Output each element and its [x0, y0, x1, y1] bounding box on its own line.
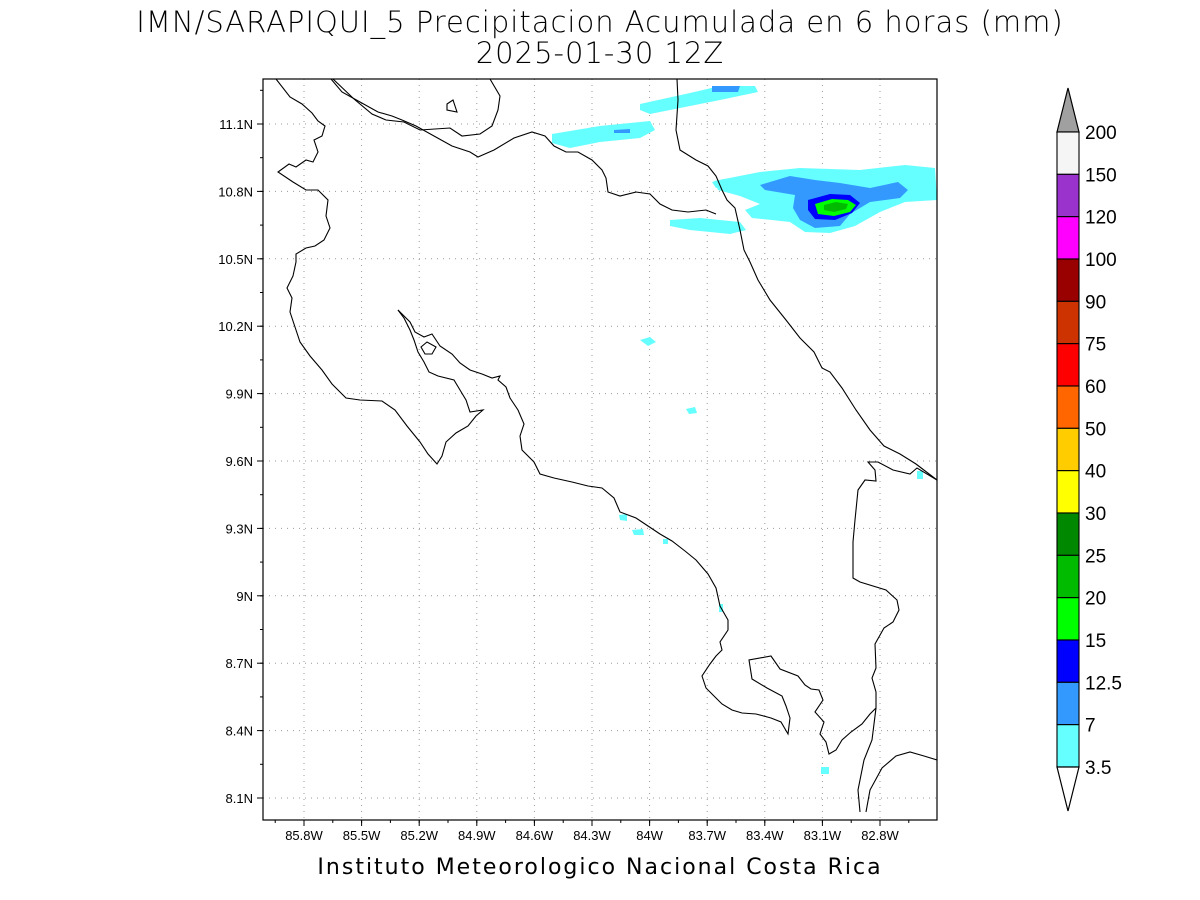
precip-area-3-5: [640, 86, 758, 114]
colorbar-label: 20: [1085, 589, 1106, 610]
longitude-axis: 85.8W 85.5W 85.2W 84.9W 84.6W 84.3W 84W 83.7W 83…: [274, 820, 910, 843]
precip-area-20: [824, 202, 848, 212]
precip-area-3-5: [917, 471, 923, 479]
colorbar-swatch: [1056, 681, 1080, 726]
colorbar-label: 90: [1085, 292, 1106, 313]
colorbar-label: 120: [1085, 208, 1117, 229]
colorbar-label: 15: [1085, 631, 1106, 652]
lon-tick-label: 82.8W: [861, 828, 899, 843]
precip-area-3-5: [619, 514, 627, 521]
colorbar-swatch: [1056, 173, 1080, 218]
lat-tick-label: 9.9N: [226, 387, 253, 402]
lat-tick-label: 10.8N: [218, 184, 253, 199]
colorbar-label: 100: [1085, 250, 1117, 271]
lon-tick-label: 83.4W: [746, 828, 784, 843]
lon-tick-label: 83.7W: [688, 828, 726, 843]
colorbar-swatch: [1056, 427, 1080, 472]
coastlines-borders: [275, 79, 937, 813]
precip-area-3-5: [686, 407, 697, 414]
panama-coast: [865, 751, 937, 813]
colorbar: 200 150 120 100 90 75 60 50 40 30 25 20 15 12.5 7 3.5: [1056, 87, 1122, 812]
colorbar-label: 50: [1085, 419, 1106, 440]
nicoya-island: [420, 341, 437, 355]
graticule: [263, 79, 937, 820]
lon-tick-label: 83.1W: [804, 828, 842, 843]
precip-area-3-5: [670, 218, 746, 234]
colorbar-label: 60: [1085, 377, 1106, 398]
colorbar-swatch: [1056, 597, 1080, 641]
lon-tick-label: 85.8W: [285, 828, 323, 843]
costa-rica-osa-tip: [857, 707, 877, 813]
lat-tick-label: 9.6N: [226, 454, 253, 469]
colorbar-swatch: [1056, 385, 1080, 429]
precip-area-3-5: [821, 767, 829, 774]
lat-tick-label: 9.3N: [226, 521, 253, 536]
colorbar-swatch: [1056, 343, 1080, 387]
nicaragua-north-coast: [332, 79, 501, 137]
map-frame: [262, 78, 938, 821]
colorbar-label: 30: [1085, 504, 1106, 525]
lat-tick-label: 8.7N: [226, 656, 253, 671]
lat-tick-label: 8.1N: [226, 791, 253, 806]
colorbar-swatch: [1056, 470, 1080, 514]
colorbar-label: 25: [1085, 546, 1106, 567]
costa-rica-pacific-coast: [397, 309, 937, 755]
colorbar-swatch: [1056, 216, 1080, 260]
lat-tick-label: 9N: [236, 589, 253, 604]
lon-tick-label: 84W: [636, 828, 663, 843]
map-subtitle-date: 2025-01-30 12Z: [475, 36, 725, 70]
colorbar-over-arrow: [1056, 87, 1080, 133]
precip-area-3-5: [640, 337, 656, 346]
lat-tick-label: 11.1N: [219, 117, 253, 132]
precip-area-3-5: [632, 529, 644, 535]
map-title: IMN/SARAPIQUI_5 Precipitacion Acumulada …: [136, 5, 1064, 39]
colorbar-under-arrow: [1056, 766, 1080, 812]
lon-tick-label: 84.3W: [573, 828, 611, 843]
colorbar-label: 200: [1085, 123, 1117, 144]
lon-tick-label: 84.9W: [458, 828, 496, 843]
precip-area-3-5: [552, 121, 655, 148]
precip-shading: [552, 86, 937, 774]
lat-tick-label: 10.5N: [218, 252, 253, 267]
latitude-axis: 11.1N 10.8N 10.5N 10.2N 9.9N 9.6N 9.3N 9N 8.7N 8.…: [218, 89, 263, 806]
precip-area-3-5: [663, 539, 668, 544]
colorbar-label: 3.5: [1085, 758, 1111, 779]
caribbean-coast: [675, 79, 937, 481]
nicaragua-pacific-coast: [275, 79, 485, 465]
colorbar-swatch: [1056, 639, 1080, 683]
lake-island: [446, 99, 458, 113]
lat-tick-label: 10.2N: [218, 319, 253, 334]
precip-area-7: [614, 129, 630, 133]
precip-area-3-5: [712, 179, 728, 188]
colorbar-swatch: [1056, 258, 1080, 302]
colorbar-swatch: [1056, 300, 1080, 345]
colorbar-swatch: [1056, 724, 1080, 768]
colorbar-swatch: [1056, 554, 1080, 599]
lat-tick-label: 8.4N: [226, 724, 253, 739]
colorbar-swatch: [1056, 512, 1080, 556]
colorbar-label: 7: [1085, 716, 1096, 737]
colorbar-swatch: [1056, 131, 1080, 175]
colorbar-label: 40: [1085, 462, 1106, 483]
colorbar-label: 12.5: [1085, 673, 1122, 694]
lon-tick-label: 84.6W: [516, 828, 554, 843]
colorbar-label: 150: [1085, 165, 1117, 186]
lon-tick-label: 85.2W: [400, 828, 438, 843]
colorbar-label: 75: [1085, 335, 1106, 356]
nicaragua-border: [330, 79, 717, 215]
footer-credit: Instituto Meteorologico Nacional Costa R…: [317, 855, 883, 880]
precip-area-7: [712, 86, 740, 92]
lon-tick-label: 85.5W: [343, 828, 381, 843]
